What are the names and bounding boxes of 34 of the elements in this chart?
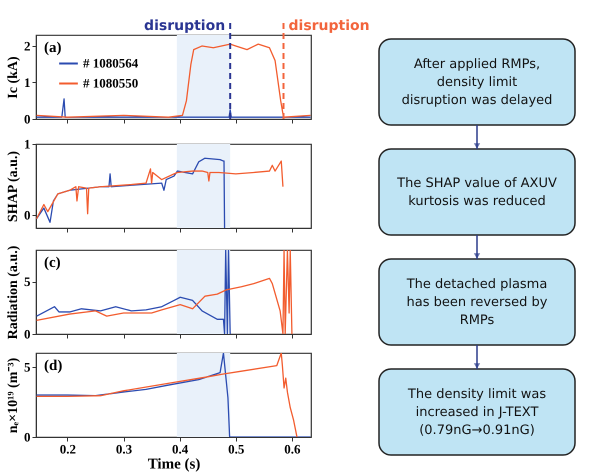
x-tick-label: 0.4 <box>172 442 189 456</box>
legend-label: # 1080550 <box>83 76 138 90</box>
legend-label: # 1080564 <box>83 56 139 70</box>
y-tick-label: 5 <box>24 360 31 374</box>
y-axis-title: Radiation (a.u.) <box>6 245 21 340</box>
y-axis-title: Ic (kA) <box>6 56 21 99</box>
y-tick-label: 0 <box>24 326 30 342</box>
y-tick-label: 0 <box>24 112 30 126</box>
y-axis-title: nₑ×10¹⁹ (m⁻³) <box>6 357 21 434</box>
x-tick-label: 0.5 <box>228 442 245 456</box>
line-series <box>36 158 226 228</box>
annotation: (d) <box>44 358 62 374</box>
text: The SHAP value of AXUV kurtosis was reduced <box>396 176 557 209</box>
y-tick-label: 1 <box>24 136 30 152</box>
y-tick-label: 2 <box>24 38 30 54</box>
ref-line-label: disruption <box>288 18 370 34</box>
annotation: (c) <box>44 255 61 271</box>
text: The density limit was increased in J-TEXT (0.79nG→0.91nG) <box>406 387 546 438</box>
x-tick-label: 0.3 <box>116 442 133 456</box>
y-tick-label: 1 <box>24 74 30 90</box>
line-series <box>36 160 284 220</box>
text: After applied RMPs, density limit disruption was delayed <box>402 57 552 108</box>
annotation: (a) <box>44 40 62 56</box>
ref-line-label: disruption <box>144 18 226 34</box>
y-axis-title: SHAP (a.u.) <box>6 150 21 222</box>
x-tick-label: 0.6 <box>284 442 302 456</box>
x-tick-label: 0.2 <box>60 442 76 456</box>
line-series <box>36 250 293 334</box>
x-axis-title: Time (s) <box>148 456 200 472</box>
y-tick-label: 0 <box>24 208 30 223</box>
y-tick-label: 0 <box>24 430 30 444</box>
y-tick-label: 5 <box>24 274 31 289</box>
line-series <box>36 250 231 334</box>
text: The detached plasma has been reversed by RMPs <box>406 277 548 328</box>
